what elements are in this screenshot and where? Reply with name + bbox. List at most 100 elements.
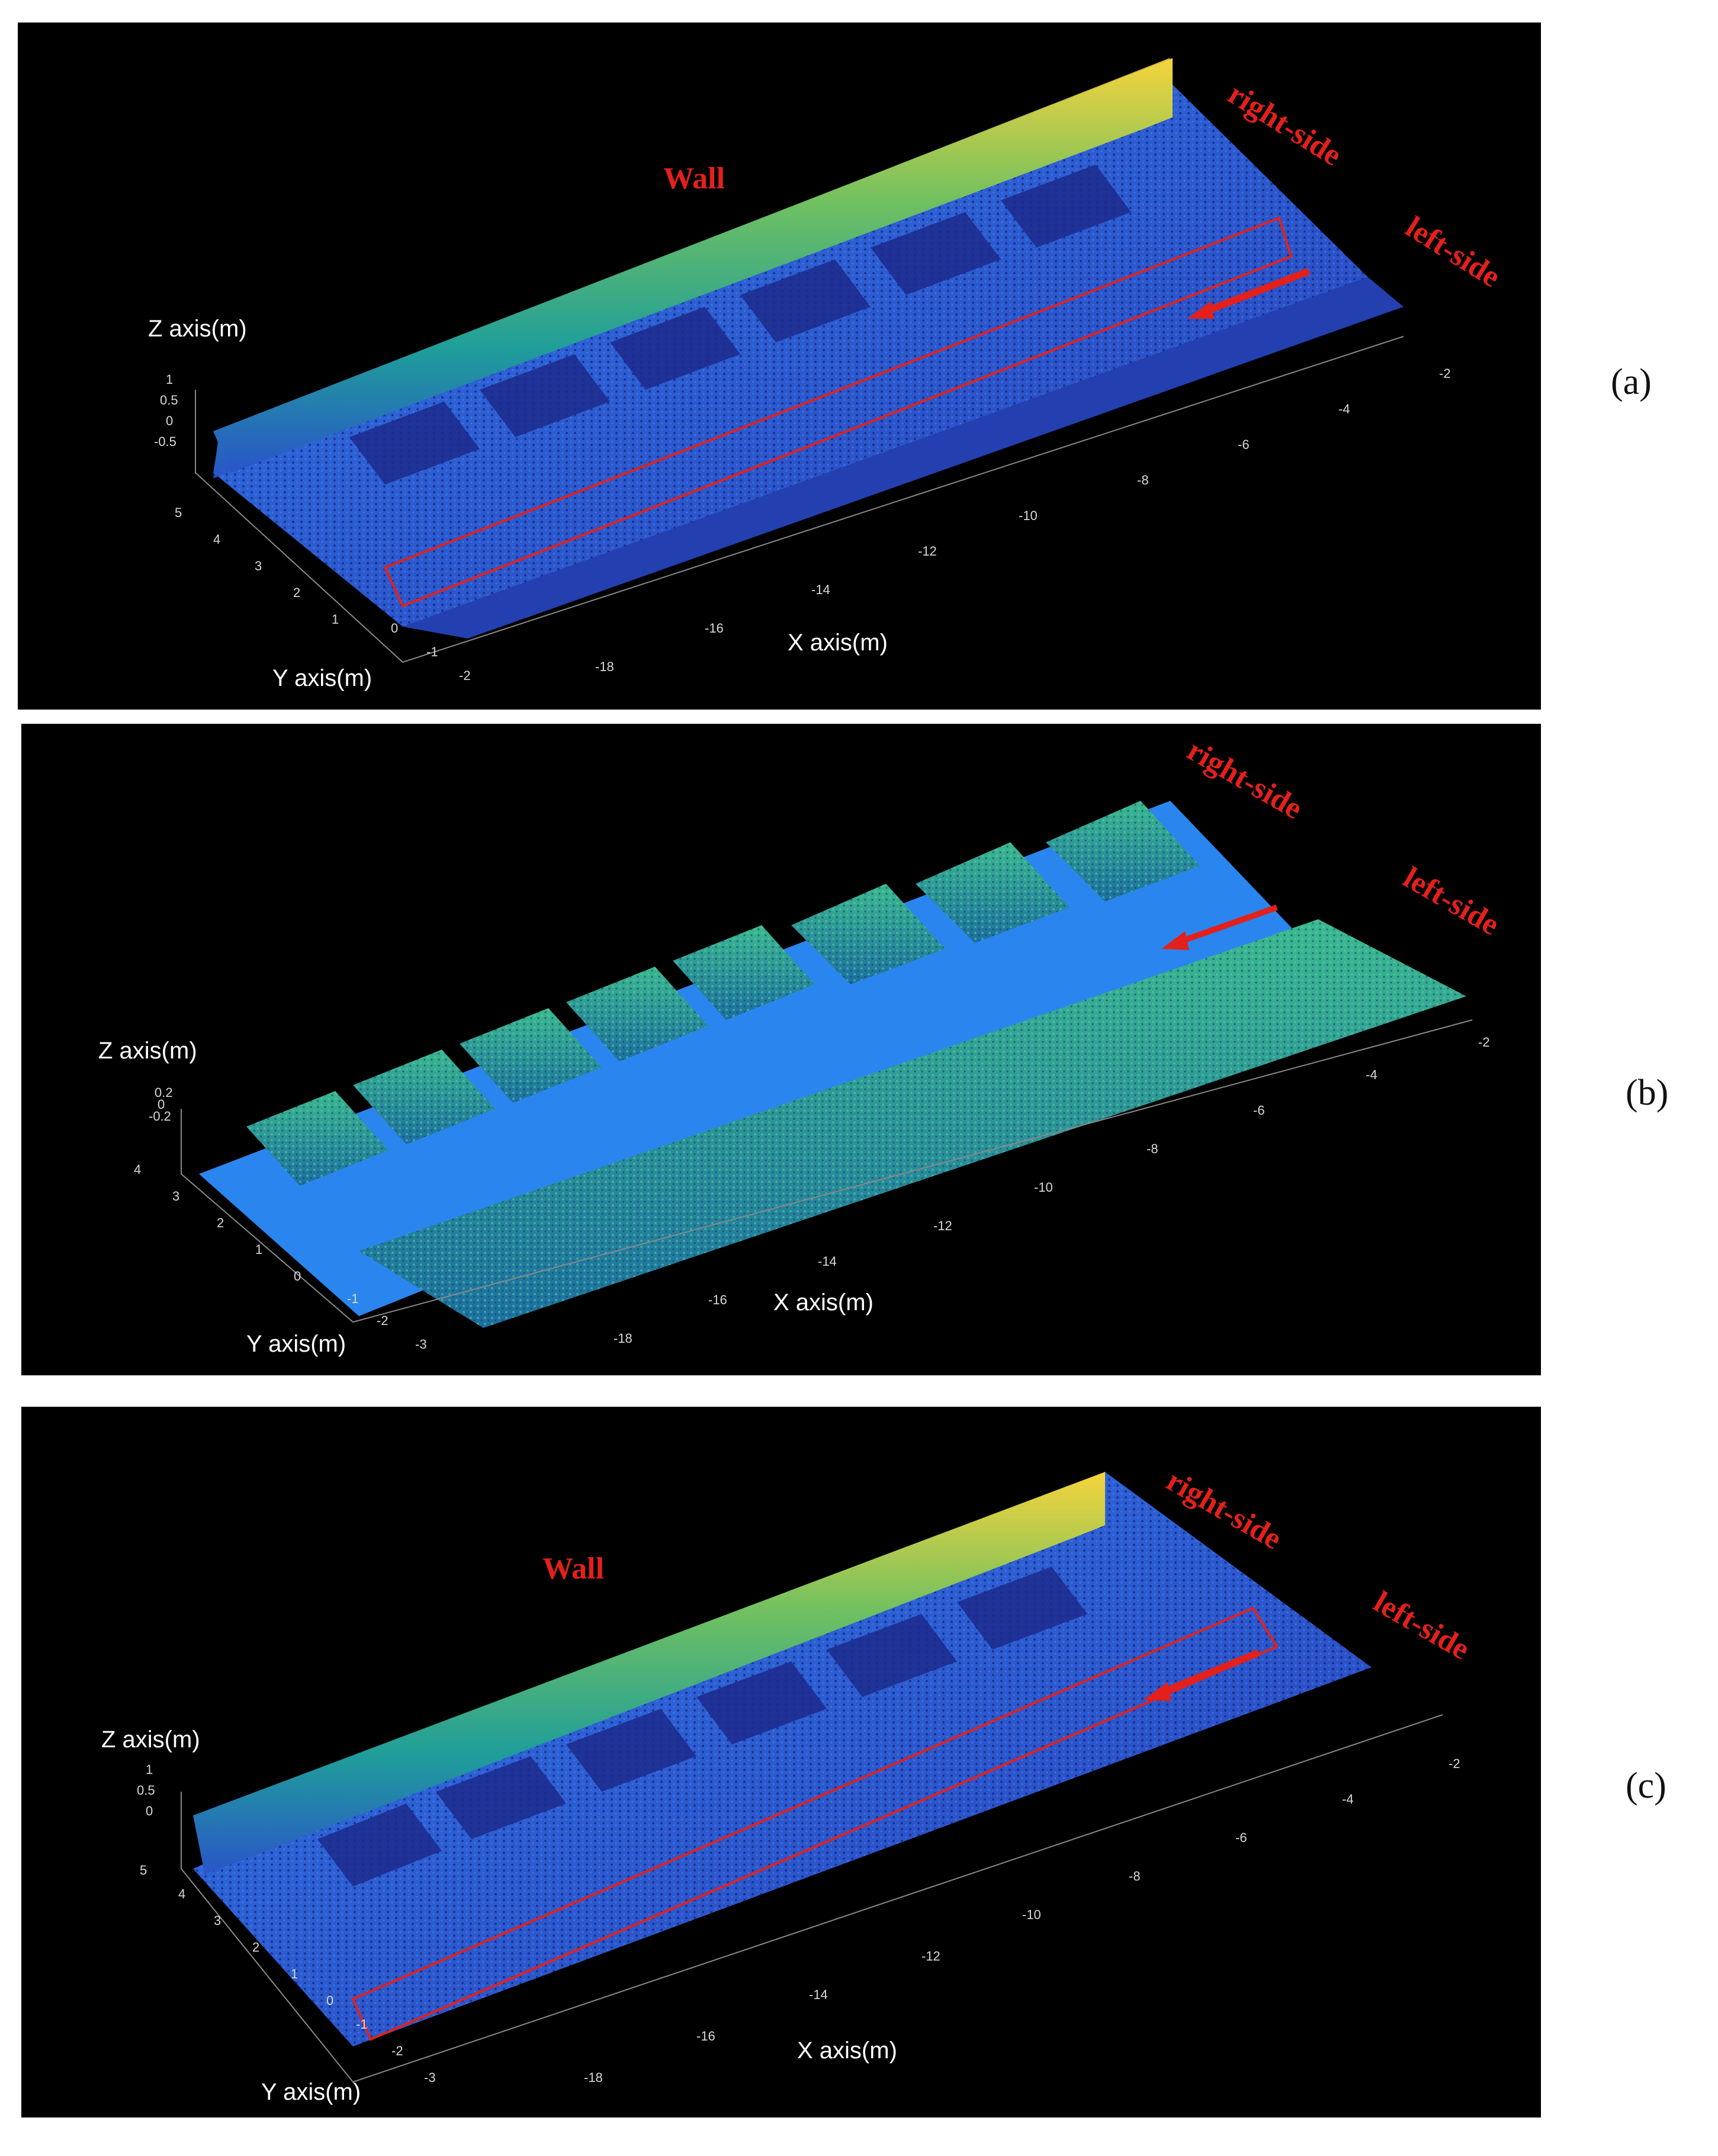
x-tick: -10 [1034, 1180, 1053, 1195]
x-tick: -12 [918, 544, 937, 559]
y-tick: 4 [213, 532, 220, 547]
x-tick: -18 [584, 2070, 603, 2085]
z-tick: -0.2 [149, 1109, 171, 1124]
z-ticks: 1 0.5 0 [137, 1762, 155, 1818]
x-tick: -4 [1366, 1067, 1377, 1082]
direction-arrow [1175, 904, 1278, 946]
y-tick: 3 [214, 1913, 221, 1928]
x-tick: -10 [1019, 508, 1038, 523]
path-surface [199, 801, 1300, 1316]
z-tick: 0.5 [137, 1783, 155, 1798]
y-tick: 4 [134, 1162, 141, 1177]
left-side-ground [403, 277, 1404, 639]
y-tick: -1 [356, 2017, 368, 2032]
x-tick: -6 [1238, 437, 1250, 452]
y-ticks: 5 4 3 2 1 0 -1 -2 -3 [140, 1863, 436, 2085]
y-axis-label: Y axis(m) [261, 2079, 361, 2105]
x-tick: -2 [1439, 366, 1451, 381]
left-side-label: left-side [1400, 210, 1507, 294]
x-tick: -14 [818, 1254, 837, 1269]
highlight-box [351, 1606, 1279, 2041]
x-axis-label: X axis(m) [797, 2038, 897, 2064]
x-tick: -4 [1338, 402, 1350, 416]
z-ticks: 0.2 0 -0.2 [149, 1085, 173, 1124]
x-ticks: -2 -4 -6 -8 -10 -12 -14 -16 -18 [614, 1035, 1490, 1346]
y-tick: 4 [178, 1886, 185, 1901]
axis-frame [181, 1714, 1443, 2083]
panel-a-label: (a) [1611, 362, 1652, 402]
x-tick: -16 [705, 621, 724, 636]
z-axis-label: Z axis(m) [101, 1727, 200, 1753]
panel-a: 1 0.5 0 -0.5 5 4 3 2 1 0 -1 -2 -2 -4 -6 … [18, 23, 1541, 710]
y-tick: 1 [291, 1966, 298, 1981]
y-tick: -3 [424, 2070, 436, 2085]
y-tick: 0 [326, 1993, 333, 2008]
y-axis-label: Y axis(m) [272, 665, 372, 691]
y-tick: 0 [294, 1269, 301, 1284]
direction-arrow [1157, 1649, 1261, 1698]
point-cloud-c: 1 0.5 0 5 4 3 2 1 0 -1 -2 -3 -2 -4 -6 -8… [101, 1464, 1475, 2105]
z-tick: 0.2 [155, 1085, 173, 1100]
wall-tall [193, 1472, 1105, 1875]
y-tick: -1 [426, 644, 438, 659]
z-tick: 0.5 [160, 393, 178, 408]
y-tick: -1 [347, 1291, 359, 1306]
y-tick: 2 [293, 585, 300, 600]
z-tick: 0 [166, 413, 173, 428]
x-tick: -10 [1022, 1907, 1041, 1922]
y-tick: 1 [255, 1242, 262, 1257]
x-axis-label: X axis(m) [773, 1289, 874, 1316]
x-tick: -14 [811, 582, 830, 597]
x-tick: -6 [1253, 1103, 1265, 1118]
y-tick: 1 [332, 612, 339, 627]
planting-beds [349, 165, 1131, 485]
x-axis-label: X axis(m) [788, 630, 888, 656]
wall-label: Wall [542, 1552, 604, 1586]
y-tick: 3 [172, 1189, 179, 1204]
x-tick: -12 [933, 1218, 952, 1233]
axis-frame [181, 1019, 1473, 1323]
y-tick: -3 [415, 1337, 427, 1352]
wall-label: Wall [663, 162, 725, 195]
axis-frame [195, 336, 1404, 663]
y-ticks: 4 3 2 1 0 -1 -2 -3 [134, 1162, 427, 1352]
x-tick: -8 [1147, 1141, 1158, 1156]
z-ticks: 1 0.5 0 -0.5 [154, 372, 178, 449]
x-tick: -4 [1342, 1792, 1354, 1807]
y-tick: 2 [252, 1940, 259, 1955]
z-tick: 0 [146, 1804, 153, 1818]
x-tick: -2 [1478, 1035, 1490, 1050]
x-tick: -18 [595, 659, 614, 674]
direction-arrowhead [1161, 931, 1189, 950]
point-cloud-a: 1 0.5 0 -0.5 5 4 3 2 1 0 -1 -2 -2 -4 -6 … [148, 58, 1507, 691]
x-tick: -14 [809, 1987, 828, 2002]
panel-b-label: (b) [1626, 1073, 1669, 1113]
panel-c: 1 0.5 0 5 4 3 2 1 0 -1 -2 -3 -2 -4 -6 -8… [21, 1407, 1541, 2118]
z-tick: 1 [146, 1762, 153, 1777]
direction-arrowhead [1144, 1682, 1171, 1701]
y-tick: 5 [140, 1863, 147, 1878]
x-ticks: -2 -4 -6 -8 -10 -12 -14 -16 -18 [595, 366, 1451, 674]
right-side-label: right-side [1181, 733, 1308, 826]
y-tick: -2 [377, 1313, 388, 1328]
x-tick: -18 [614, 1331, 632, 1346]
z-tick: 1 [166, 372, 173, 387]
wall-tall [213, 58, 1173, 473]
y-tick: -2 [459, 668, 471, 683]
x-tick: -16 [696, 2029, 715, 2043]
panel-b: 0.2 0 -0.2 4 3 2 1 0 -1 -2 -3 -2 -4 -6 -… [21, 724, 1541, 1375]
point-cloud-b: 0.2 0 -0.2 4 3 2 1 0 -1 -2 -3 -2 -4 -6 -… [98, 733, 1505, 1357]
planting-beds [317, 1567, 1087, 1886]
highlight-box [383, 216, 1293, 608]
y-tick: -2 [391, 2043, 403, 2058]
y-tick: 2 [217, 1215, 224, 1230]
x-tick: -8 [1129, 1869, 1141, 1884]
x-ticks: -2 -4 -6 -8 -10 -12 -14 -16 -18 [584, 1756, 1460, 2085]
z-tick: -0.5 [154, 434, 176, 449]
planting-beds-texture [246, 801, 1200, 1186]
y-tick: 3 [255, 559, 262, 573]
x-tick: -6 [1235, 1830, 1247, 1845]
panel-c-label: (c) [1626, 1766, 1666, 1806]
z-axis-label: Z axis(m) [148, 316, 247, 342]
x-tick: -16 [708, 1292, 727, 1307]
